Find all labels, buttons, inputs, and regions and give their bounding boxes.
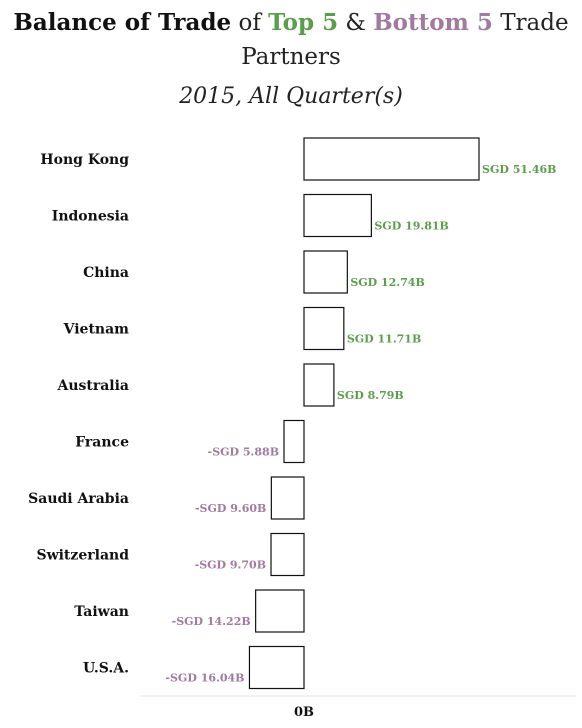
- bar-australia: [303, 363, 335, 407]
- category-label-saudi-arabia: Saudi Arabia: [28, 491, 129, 507]
- chart-title: Balance of Trade of Top 5 & Bottom 5 Tra…: [0, 6, 582, 74]
- value-label-australia: SGD 8.79B: [337, 389, 404, 402]
- category-label-china: China: [83, 265, 129, 281]
- bar-indonesia: [303, 193, 372, 238]
- bar-hong-kong: [303, 137, 480, 181]
- title-part-bottom5: Bottom 5: [373, 9, 493, 36]
- title-part-top5: Top 5: [268, 9, 339, 36]
- value-label-switzerland: -SGD 9.70B: [195, 559, 266, 572]
- value-label-indonesia: SGD 19.81B: [374, 220, 448, 233]
- x-tick-label-zero: 0B: [294, 705, 314, 720]
- category-label-vietnam: Vietnam: [63, 322, 130, 338]
- value-label-saudi-arabia: -SGD 9.60B: [195, 502, 266, 515]
- title-part-balance: Balance of Trade: [13, 9, 232, 36]
- value-label-china: SGD 12.74B: [350, 276, 424, 289]
- value-label-hong-kong: SGD 51.46B: [482, 163, 556, 176]
- bars-layer: Hong Kong SGD 51.46B Indonesia SGD 19.81B Ch…: [28, 137, 556, 690]
- value-label-vietnam: SGD 11.71B: [347, 333, 421, 346]
- category-label-u-s-a: U.S.A.: [83, 661, 129, 677]
- value-label-u-s-a: -SGD 16.04B: [165, 672, 244, 685]
- bar-switzerland: [270, 532, 305, 577]
- category-label-taiwan: Taiwan: [74, 604, 129, 620]
- bar-u-s-a: [248, 645, 305, 690]
- bar-taiwan: [255, 589, 305, 633]
- bar-china: [303, 250, 348, 294]
- title-part-of: of: [231, 10, 269, 36]
- category-label-hong-kong: Hong Kong: [40, 152, 129, 168]
- title-part-and: &: [338, 10, 374, 36]
- x-axis: 0B: [140, 695, 576, 720]
- title-part-trade-partners: Trade Partners: [241, 10, 569, 70]
- value-label-france: -SGD 5.88B: [208, 446, 279, 459]
- category-label-switzerland: Switzerland: [36, 548, 129, 564]
- category-label-australia: Australia: [56, 378, 129, 394]
- bar-france: [283, 419, 305, 464]
- bar-saudi-arabia: [270, 476, 305, 520]
- category-label-france: France: [75, 435, 129, 451]
- bar-vietnam: [303, 306, 345, 351]
- category-label-indonesia: Indonesia: [52, 209, 129, 225]
- value-label-taiwan: -SGD 14.22B: [172, 615, 251, 628]
- chart-subtitle: 2015, All Quarter(s): [179, 84, 403, 109]
